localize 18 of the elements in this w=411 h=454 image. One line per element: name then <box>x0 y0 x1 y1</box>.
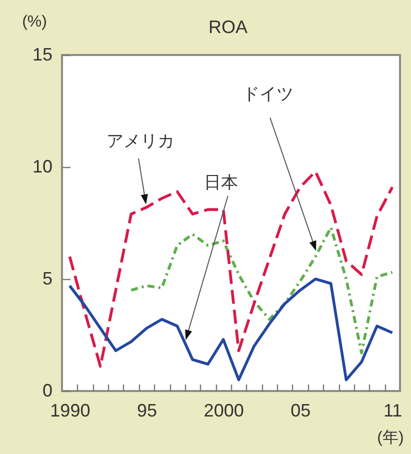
y-tick-label: 0 <box>42 380 52 400</box>
text: 日本 <box>204 172 238 192</box>
x-tick-label: 1990 <box>50 400 90 420</box>
text: アメリカ <box>106 131 174 150</box>
chart-title: ROA <box>208 17 248 37</box>
y-tick-label: 15 <box>32 44 52 64</box>
line-series <box>130 226 394 354</box>
x-tick-label: 2000 <box>204 400 244 420</box>
x-tick-label: 05 <box>290 400 311 420</box>
line-series <box>68 278 394 382</box>
x-tick-label: 95 <box>136 400 158 420</box>
text: ドイツ <box>242 84 294 104</box>
y-tick-label: 5 <box>42 268 52 288</box>
x-tick-label: 11 <box>383 400 402 420</box>
y-axis-title: (%) <box>22 14 47 30</box>
y-tick-label: 10 <box>32 156 52 176</box>
x-axis-title: (年) <box>377 430 404 446</box>
line-series <box>68 170 394 368</box>
